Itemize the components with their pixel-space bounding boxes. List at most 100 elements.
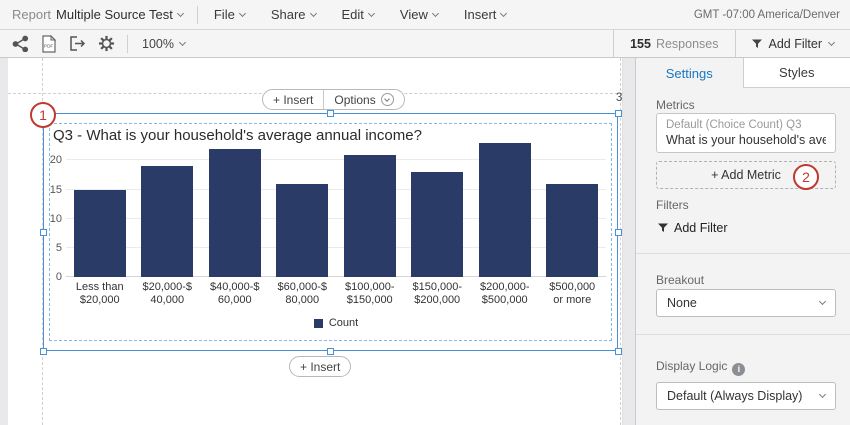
x-axis-label: $150,000- $200,000 (412, 281, 463, 306)
insert-button-bottom[interactable]: + Insert (300, 359, 341, 374)
report-name: Multiple Source Test (56, 7, 173, 22)
bar-4 (343, 154, 396, 277)
gridline-10 (66, 217, 606, 219)
breakout-section-label: Breakout (656, 273, 705, 287)
bar-slot (134, 166, 202, 277)
menu-insert[interactable]: Insert (464, 7, 508, 22)
menubar-divider (196, 5, 198, 24)
add-filter-label: Add Filter (768, 36, 823, 51)
menu-view[interactable]: View (400, 7, 439, 22)
x-axis-label: $60,000-$ 80,000 (277, 281, 328, 306)
selection-handle-bottom[interactable] (327, 348, 334, 355)
add-metric-button[interactable]: + Add Metric (656, 161, 836, 189)
bar-1 (141, 166, 194, 277)
x-axis-label: $500,000 or more (549, 281, 596, 306)
breakout-dropdown[interactable]: None (656, 289, 836, 317)
menu-share[interactable]: Share (271, 7, 317, 22)
options-button[interactable]: Options (324, 90, 403, 109)
settings-gear-icon[interactable] (98, 35, 115, 52)
chevron-down-icon (827, 38, 836, 46)
chevron-down-icon (309, 9, 317, 17)
display-logic-section-label: Display Logic i (656, 359, 746, 376)
svg-text:PDF: PDF (44, 43, 53, 48)
y-tick-label: 10 (49, 212, 62, 225)
report-label: Report (12, 7, 52, 22)
chart-gridlines (66, 137, 606, 277)
bar-slot (66, 189, 134, 277)
bar-2 (208, 148, 261, 277)
y-tick-label: 5 (55, 241, 62, 254)
responses-counter[interactable]: 155 Responses (613, 30, 734, 57)
bar-slot (471, 142, 539, 277)
bar-5 (411, 172, 464, 277)
legend-swatch (313, 318, 323, 328)
widget-dashed-outline (49, 123, 612, 341)
bar-slot (539, 183, 607, 277)
x-axis-label: $40,000-$ 60,000 (209, 281, 260, 306)
toolbar-icon-group: PDF (0, 34, 127, 53)
share-icon[interactable] (12, 35, 29, 52)
x-axis-label: $100,000- $150,000 (344, 281, 395, 306)
insert-button-top[interactable]: + Insert (273, 92, 314, 107)
chevron-down-icon (176, 9, 184, 17)
filters-section-label: Filters (656, 198, 689, 212)
chart-title: Q3 - What is your household's average an… (53, 127, 422, 144)
y-tick-label: 0 (55, 271, 62, 283)
selection-handle-top-right[interactable] (615, 110, 622, 117)
pdf-export-icon[interactable]: PDF (41, 34, 56, 53)
report-selector[interactable]: Report Multiple Source Test (0, 0, 197, 29)
metric-card[interactable]: Default (Choice Count) Q3 What is your h… (656, 113, 836, 153)
gridline-0 (66, 276, 606, 277)
bar-chart[interactable] (66, 137, 606, 277)
chevron-down-icon (238, 9, 246, 17)
zoom-level-value: 100% (142, 36, 174, 51)
bar-slot (336, 154, 404, 277)
chevron-down-icon (431, 9, 439, 17)
sidebar-add-filter-link[interactable]: Add Filter (658, 221, 728, 235)
menu-edit[interactable]: Edit (342, 7, 375, 22)
menubar: Report Multiple Source Test File Share E… (0, 0, 850, 30)
insert-options-toolbar: + Insert Options (262, 89, 405, 110)
sidebar-tabs: Settings Styles (636, 58, 850, 88)
chevron-down-icon (500, 9, 508, 17)
gridline-5 (66, 246, 606, 248)
display-logic-dropdown[interactable]: Default (Always Display) (656, 382, 836, 410)
add-filter-button[interactable]: Add Filter (734, 30, 850, 57)
selection-handle-left[interactable] (40, 229, 47, 236)
chevron-down-icon (380, 93, 394, 106)
selection-handle-bottom-left[interactable] (40, 348, 47, 355)
insert-button-bottom-wrap: + Insert (289, 356, 352, 377)
export-icon[interactable] (68, 35, 86, 52)
metric-type: Default (Choice Count) Q3 (666, 119, 802, 131)
metrics-section-label: Metrics (656, 98, 695, 112)
sidebar-divider (636, 253, 850, 254)
chevron-down-icon (818, 297, 827, 306)
legend-label: Count (328, 317, 359, 329)
info-icon[interactable]: i (732, 362, 746, 376)
toolbar-right-group: 155 Responses Add Filter (613, 30, 850, 57)
breakout-value: None (667, 296, 697, 310)
menu-file[interactable]: File (214, 7, 246, 22)
gridline-20 (66, 159, 606, 161)
timezone-label: GMT -07:00 America/Denver (693, 8, 840, 21)
x-axis-label: $20,000-$ 40,000 (142, 281, 193, 306)
chart-x-axis-labels: Less than $20,000 $20,000-$ 40,000 $40,000-$… (66, 281, 606, 307)
y-tick-label: 20 (49, 154, 62, 167)
chevron-down-icon (818, 390, 827, 399)
selection-handle-right[interactable] (615, 229, 622, 236)
tab-settings[interactable]: Settings (636, 58, 744, 88)
zoom-level-dropdown[interactable]: 100% (128, 30, 199, 57)
selection-handle-top[interactable] (327, 110, 334, 117)
responses-label: Responses (655, 36, 719, 51)
tab-styles[interactable]: Styles (743, 58, 850, 88)
bar-3 (276, 183, 329, 277)
filter-funnel-icon (658, 223, 668, 232)
x-axis-label: Less than $20,000 (75, 281, 124, 306)
selection-handle-bottom-right[interactable] (615, 348, 622, 355)
settings-sidebar: Settings Styles Metrics Default (Choice … (635, 58, 850, 425)
display-logic-value: Default (Always Display) (667, 389, 803, 403)
bar-slot (201, 148, 269, 277)
menu-list: File Share Edit View Insert (198, 7, 508, 22)
margin-guide-left (42, 58, 43, 425)
